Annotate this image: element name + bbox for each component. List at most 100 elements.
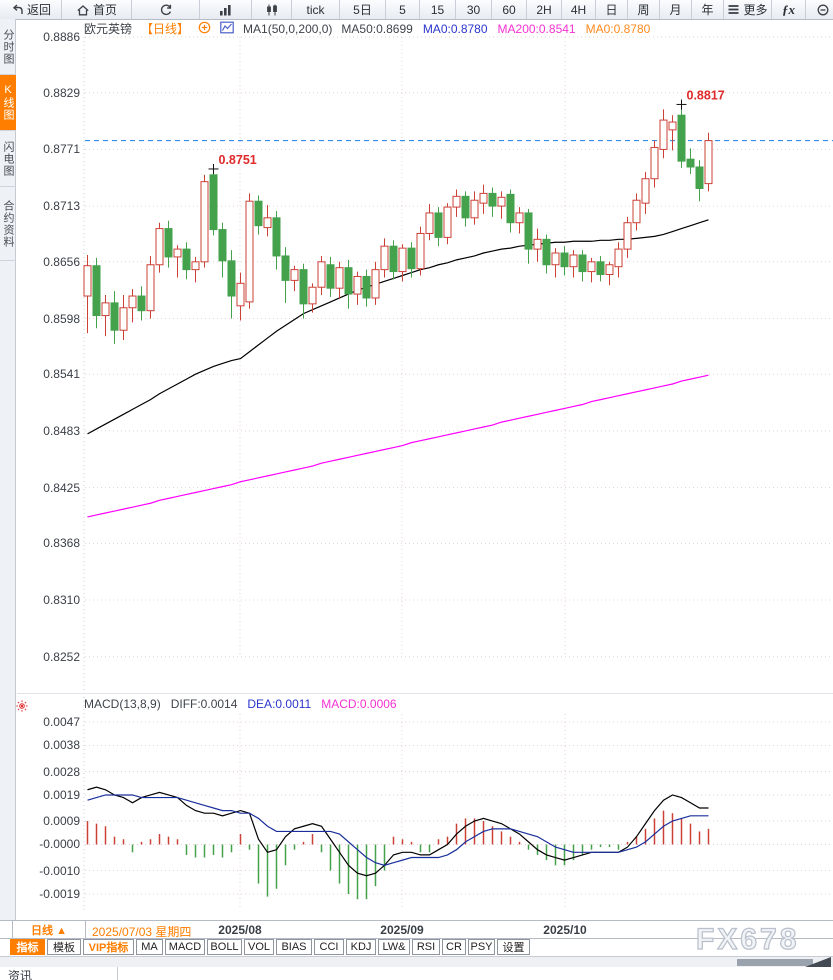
- main-y-tick-10: 0.8310: [43, 593, 80, 607]
- macd-value-0: DIFF:0.0014: [170, 697, 238, 711]
- sidebar-tab-lightning[interactable]: 闪电图: [0, 131, 16, 187]
- chart-header: 欧元英镑 【日线】 MA1(50,0,200,0) MA50:0.8699 MA0…: [84, 20, 650, 37]
- main-y-tick-11: 0.8252: [43, 649, 80, 664]
- first-date-label: 2025/07/03 星期四: [92, 925, 192, 939]
- topbar-item-tick[interactable]: tick: [292, 0, 340, 19]
- x-axis-row: 日线 ▲ 2025/07/03 星期四 2025/08 2025/09 2025/1…: [0, 920, 833, 939]
- topbar-item-back[interactable]: 返回: [0, 0, 62, 19]
- topbar-item-5min[interactable]: 5: [386, 0, 420, 19]
- topbar-item-2hour[interactable]: 2H: [527, 0, 562, 19]
- topbar-label-15min: 15: [430, 2, 445, 17]
- topbar-item-4hour[interactable]: 4H: [562, 0, 596, 19]
- indicator-tab-LW&[interactable]: LW&: [378, 939, 410, 955]
- indicator-tab-CCI[interactable]: CCI: [314, 939, 344, 955]
- topbar-item-candlestick-chart[interactable]: [252, 0, 292, 19]
- indicator-settings-icon[interactable]: [16, 699, 28, 717]
- macd-value-1: DEA:0.0011: [247, 697, 312, 711]
- main-y-tick-8: 0.8425: [43, 480, 80, 495]
- topbar-label-4hour: 4H: [570, 2, 587, 17]
- topbar-label-monthly: 月: [669, 3, 682, 17]
- topbar-item-more[interactable]: 更多: [724, 0, 772, 19]
- fx-icon: ƒx: [782, 1, 795, 17]
- topbar-item-60min[interactable]: 60: [492, 0, 527, 19]
- indicator-tab-模板[interactable]: 模板: [47, 939, 81, 955]
- ma50-line: [87, 219, 709, 435]
- topbar-label-2hour: 2H: [536, 2, 552, 17]
- indicator-tab-BOLL[interactable]: BOLL: [207, 939, 242, 955]
- topbar-item-weekly[interactable]: 周: [628, 0, 660, 19]
- indicator-tab-PSY[interactable]: PSY: [468, 939, 495, 955]
- macd-y-tick-2: 0.0028: [43, 764, 80, 779]
- indicator-tab-KDJ[interactable]: KDJ: [346, 939, 376, 955]
- top-toolbar: 返回 首页 tick 5日 5 15 30 60 2H 4H 日 周 月 年 更多 ƒx: [0, 0, 833, 20]
- indicator-tab-MACD[interactable]: MACD: [165, 939, 205, 955]
- chart-scrollbar[interactable]: [0, 956, 833, 967]
- bar-chart-icon: [220, 4, 231, 15]
- macd-y-tick-5: -0.0000: [39, 837, 80, 852]
- macd-y-tick-4: 0.0009: [43, 814, 80, 829]
- topbar-item-refresh[interactable]: [132, 0, 200, 19]
- line-chart-icon: [220, 21, 234, 33]
- indicator-tab-设置[interactable]: 设置: [497, 939, 530, 955]
- topbar-label-30min: 30: [466, 2, 481, 17]
- refresh-icon: [160, 4, 171, 15]
- macd-histogram: [86, 810, 710, 900]
- main-y-tick-1: 0.8829: [43, 85, 80, 100]
- indicator-tab-VOL[interactable]: VOL: [244, 939, 274, 955]
- scroll-expand-triangle-icon[interactable]: [805, 957, 831, 967]
- topbar-label-daily: 日: [605, 3, 618, 17]
- annotation-0.8751: 0.8751: [208, 153, 257, 174]
- plus-circle-icon: [198, 21, 211, 33]
- sidebar-tab-time-share[interactable]: 分时图: [0, 19, 16, 75]
- indicator-tab-指标[interactable]: 指标: [10, 939, 45, 955]
- macd-dea-line: [87, 794, 709, 866]
- topbar-label-yearly: 年: [701, 3, 714, 17]
- indicator-tab-BIAS[interactable]: BIAS: [276, 939, 312, 955]
- scrollbar-thumb[interactable]: [737, 959, 813, 966]
- chart-type-sidebar: 分时图 K线图 闪电图 合约资料: [0, 19, 16, 920]
- expand-plus-icon[interactable]: [198, 21, 211, 37]
- ma-value-1: MA0:0.8780: [422, 21, 488, 36]
- indicator-tab-bar: 指标 模板 VIP指标 MA MACD BOLL VOL BIAS CCI KDJ LW& RSI CR…: [10, 939, 530, 955]
- sidebar-tab-contract-info[interactable]: 合约资料: [0, 187, 16, 261]
- indicator-tab-VIP指标[interactable]: VIP指标: [83, 939, 134, 955]
- indicator-tab-RSI[interactable]: RSI: [412, 939, 440, 955]
- news-tab[interactable]: 资讯: [8, 969, 33, 980]
- macd-y-tick-0: 0.0047: [43, 715, 80, 729]
- indicator-tab-MA[interactable]: MA: [136, 939, 163, 955]
- zoom-out-icon: [817, 4, 828, 15]
- sun-icon: [16, 700, 28, 712]
- ma-value-2: MA200:0.8541: [497, 21, 576, 36]
- macd-value-2: MACD:0.0006: [321, 697, 397, 711]
- main-y-tick-4: 0.8656: [43, 254, 80, 269]
- ma-settings-label: MA1(50,0,200,0): [243, 21, 333, 36]
- topbar-item-bar-chart[interactable]: [200, 0, 252, 19]
- topbar-item-fx-functions[interactable]: ƒx: [772, 0, 806, 19]
- main-y-tick-7: 0.8483: [43, 423, 80, 438]
- topbar-item-5day[interactable]: 5日: [340, 0, 386, 19]
- svg-text:0.8817: 0.8817: [687, 88, 725, 102]
- mini-chart-icon[interactable]: [220, 21, 234, 37]
- month-label-0: 2025/08: [218, 923, 262, 937]
- sidebar-tab-kline[interactable]: K线图: [0, 75, 16, 131]
- period-dropdown-button[interactable]: 日线 ▲: [12, 921, 86, 938]
- topbar-item-30min[interactable]: 30: [456, 0, 492, 19]
- topbar-item-yearly[interactable]: 年: [692, 0, 724, 19]
- topbar-item-15min[interactable]: 15: [420, 0, 456, 19]
- topbar-item-zoom-out[interactable]: [806, 0, 833, 19]
- candles-layer: [83, 104, 713, 344]
- topbar-item-home[interactable]: 首页: [62, 0, 132, 19]
- ma-value-3: MA0:0.8780: [585, 21, 651, 36]
- news-divider: [117, 967, 118, 980]
- topbar-item-daily[interactable]: 日: [596, 0, 628, 19]
- topbar-label-back: 返回: [26, 3, 51, 17]
- ma-values: MA50:0.8699 MA0:0.8780 MA200:0.8541 MA0:0.8…: [341, 22, 650, 36]
- main-y-tick-6: 0.8541: [43, 367, 80, 382]
- indicator-tab-CR[interactable]: CR: [442, 939, 466, 955]
- topbar-label-5day: 5日: [353, 3, 372, 17]
- topbar-label-tick: tick: [306, 2, 325, 17]
- macd-y-tick-7: -0.0019: [39, 887, 80, 901]
- topbar-item-monthly[interactable]: 月: [660, 0, 692, 19]
